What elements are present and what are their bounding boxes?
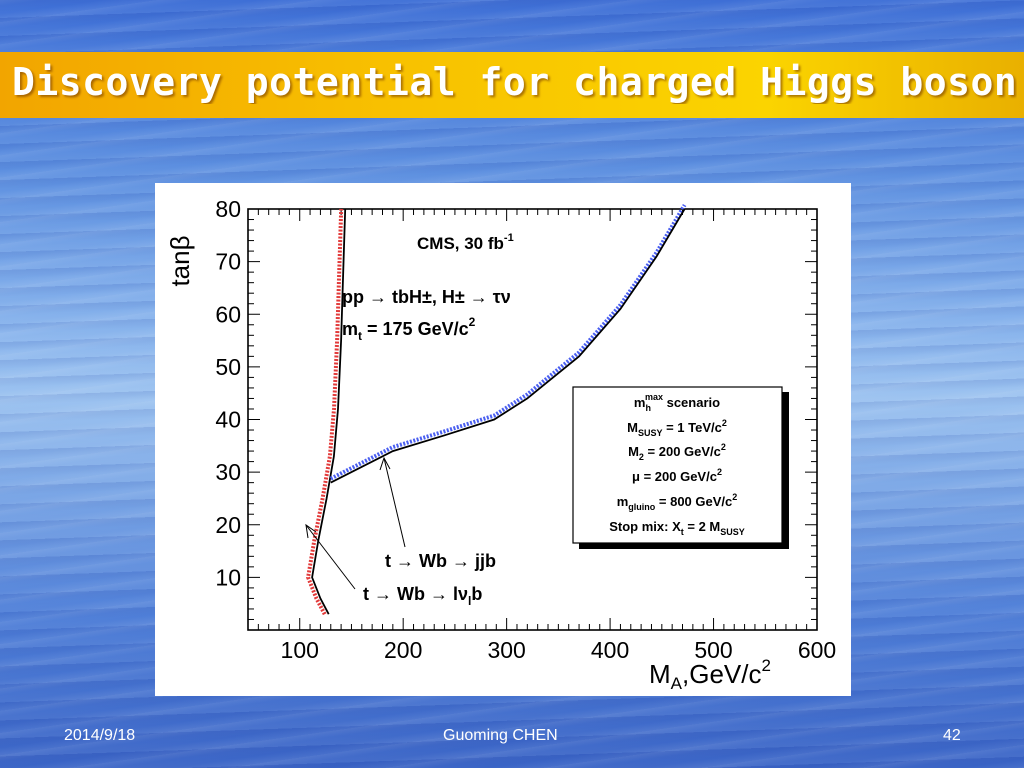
scenario-line-5: mgluino = 800 GeV/c2: [617, 492, 738, 512]
y-tick-label: 30: [215, 459, 241, 485]
y-tick-label: 80: [215, 196, 241, 222]
jjb-arrowhead: [379, 456, 391, 471]
scenario-line-2: MSUSY = 1 TeV/c2: [627, 418, 727, 438]
jjb-label: t → Wb → jjb: [385, 551, 496, 571]
y-tick-label: 50: [215, 354, 241, 380]
x-tick-label: 200: [384, 637, 422, 663]
lnub-arrowhead: [305, 523, 317, 539]
footer-page-number: 42: [943, 727, 961, 744]
y-tick-label: 40: [215, 407, 241, 433]
slide-title: Discovery potential for charged Higgs bo…: [12, 60, 1017, 104]
y-axis-label: tanβ: [165, 235, 195, 286]
top-mass-label: mt = 175 GeV/c2: [342, 315, 476, 343]
lnub-label: t → Wb → lνlb: [363, 584, 482, 608]
footer-date: 2014/9/18: [64, 727, 136, 744]
series-1-hatch: [306, 208, 344, 616]
axis-ticks: [247, 208, 818, 631]
scenario-line-6: Stop mix: Xt = 2 MSUSY: [609, 519, 745, 537]
y-tick-label: 10: [215, 564, 241, 590]
lnub-arrow: [305, 524, 356, 590]
series-2-line: [330, 208, 686, 484]
y-tick-label: 20: [215, 512, 241, 538]
x-tick-label: 500: [694, 637, 732, 663]
x-axis-label: MA,GeV/c2: [649, 656, 771, 693]
tick-labels: 100 200 300 400 500 600 10 20 30 40 50 60 70 80: [215, 196, 836, 663]
cms-label: CMS, 30 fb-1: [417, 232, 514, 253]
x-tick-label: 400: [591, 637, 629, 663]
x-tick-label: 600: [798, 637, 836, 663]
scenario-line-3: M2 = 200 GeV/c2: [628, 442, 726, 462]
process-label: pp → tbH±, H± → τν: [342, 287, 511, 307]
scenario-line-1: mhmax scenario: [634, 392, 720, 413]
scenario-line-4: μ = 200 GeV/c2: [632, 467, 722, 484]
jjb-arrow: [383, 457, 406, 548]
footer-author: Guoming CHEN: [443, 727, 558, 744]
scenario-box: [572, 386, 783, 544]
plot-panel: 100 200 300 400 500 600 10 20 30 40 50 60 70 80 tanβ …: [155, 183, 851, 696]
title-bar: [0, 52, 1024, 118]
x-tick-label: 100: [281, 637, 319, 663]
y-tick-label: 60: [215, 301, 241, 327]
series-layer: [306, 203, 687, 616]
y-tick-label: 70: [215, 249, 241, 275]
x-tick-label: 300: [487, 637, 525, 663]
series-2-hatch: [329, 203, 687, 481]
